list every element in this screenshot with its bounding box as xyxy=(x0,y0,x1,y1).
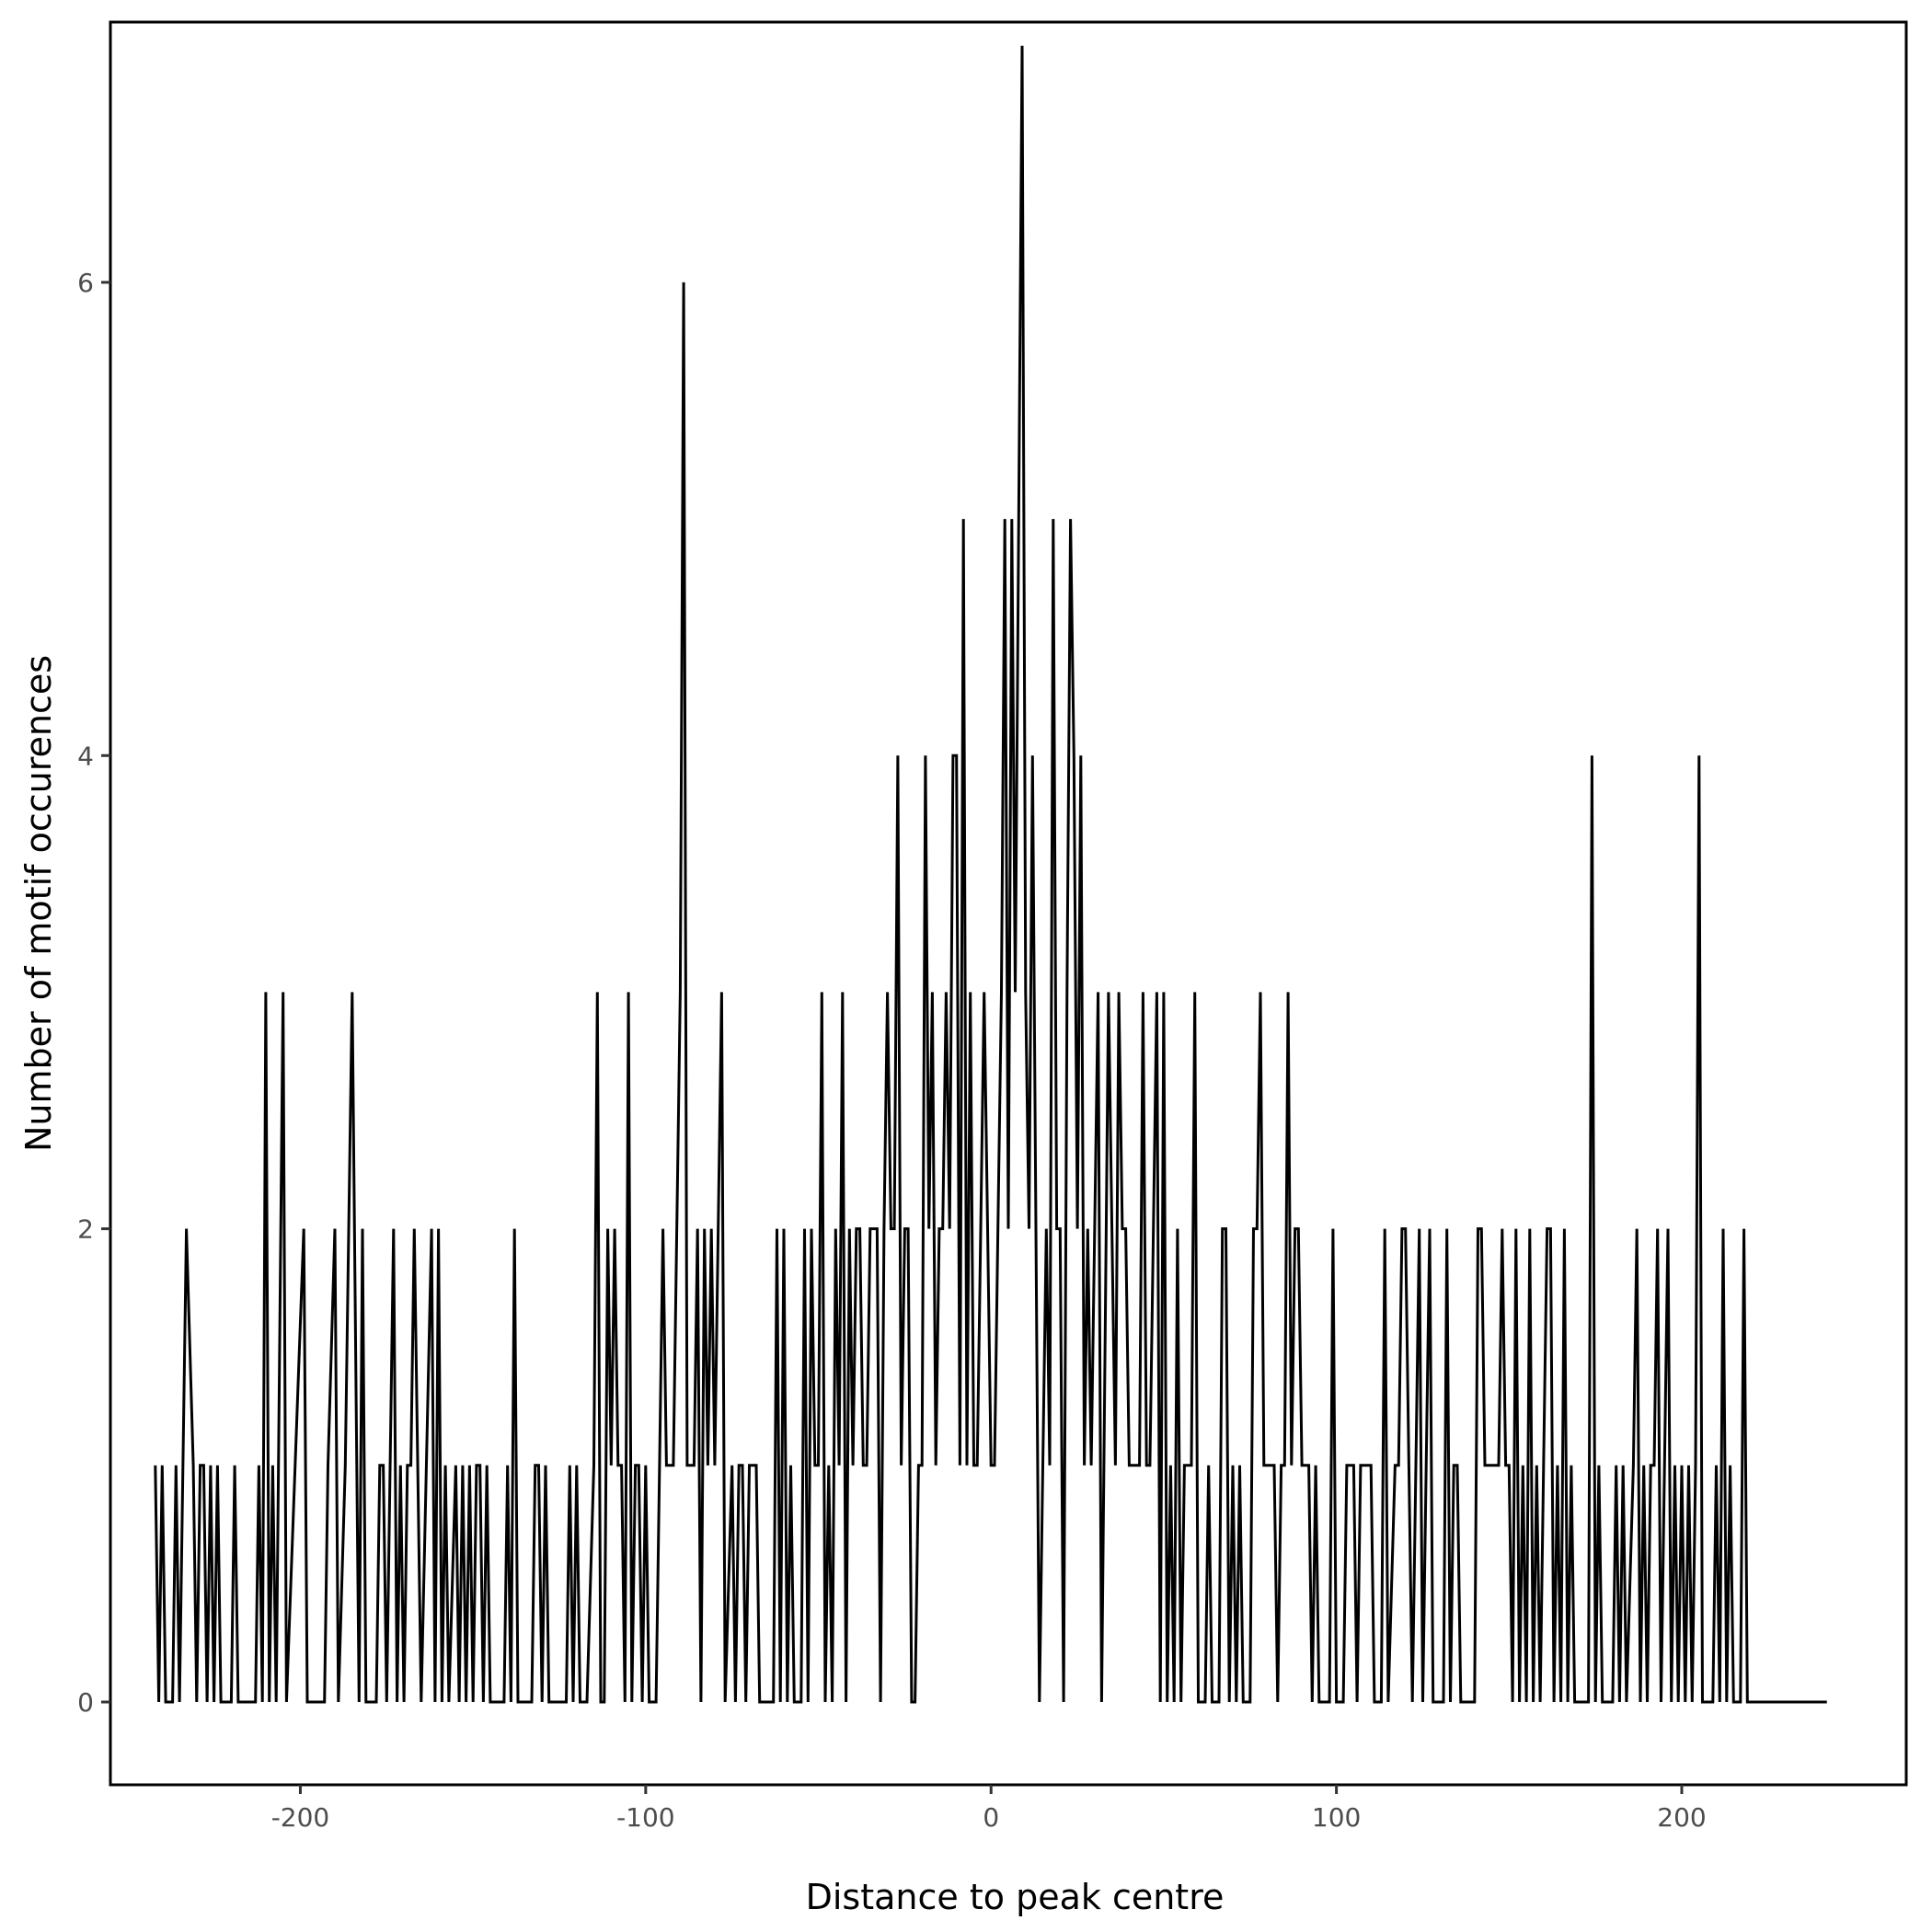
x-axis-ticks: -200 -100 0 100 200 xyxy=(271,1785,1707,1833)
y-tick-label: 0 xyxy=(77,1687,94,1718)
y-tick-label: 2 xyxy=(77,1214,94,1245)
y-axis-title: Number of motif occurences xyxy=(18,655,59,1152)
x-axis-title: Distance to peak centre xyxy=(806,1877,1225,1917)
plot-panel-border xyxy=(109,20,1908,1787)
x-tick-label: -100 xyxy=(616,1802,675,1833)
x-tick-label: 200 xyxy=(1657,1802,1706,1833)
x-tick-label: 100 xyxy=(1312,1802,1361,1833)
y-tick-label: 6 xyxy=(77,268,94,298)
y-axis-ticks: 0 2 4 6 xyxy=(77,268,110,1718)
y-tick-label: 4 xyxy=(77,741,94,771)
series-line xyxy=(154,45,1827,1704)
x-tick-label: -200 xyxy=(271,1802,330,1833)
x-tick-label: 0 xyxy=(983,1802,999,1833)
